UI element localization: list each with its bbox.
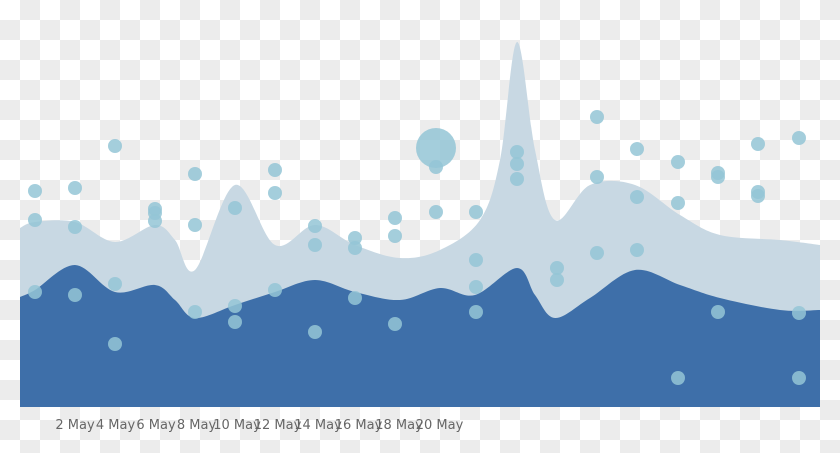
data-point	[68, 220, 82, 234]
x-tick-label: 14 May	[294, 418, 342, 433]
data-point	[671, 371, 685, 385]
data-point	[751, 137, 765, 151]
data-point	[228, 201, 242, 215]
x-tick-label: 10 May	[213, 418, 261, 433]
large-data-point	[416, 128, 456, 168]
data-point	[590, 110, 604, 124]
data-point	[308, 238, 322, 252]
data-point	[792, 371, 806, 385]
data-point	[671, 155, 685, 169]
data-point	[388, 229, 402, 243]
data-point	[792, 131, 806, 145]
data-point	[108, 337, 122, 351]
data-point	[268, 283, 282, 297]
data-point	[388, 317, 402, 331]
x-tick-label: 2 May	[55, 418, 95, 433]
data-point	[711, 170, 725, 184]
data-point	[68, 181, 82, 195]
data-point	[630, 190, 644, 204]
data-point	[308, 219, 322, 233]
data-point	[188, 218, 202, 232]
data-point	[510, 157, 524, 171]
data-point	[510, 172, 524, 186]
data-point	[630, 243, 644, 257]
x-tick-label: 8 May	[176, 418, 217, 433]
data-point	[550, 273, 564, 287]
data-point	[348, 241, 362, 255]
data-point	[751, 189, 765, 203]
data-point	[148, 214, 162, 228]
data-point	[469, 205, 483, 219]
data-point	[188, 305, 202, 319]
x-tick-label: 20 May	[415, 418, 464, 433]
data-point	[268, 186, 282, 200]
lower-area	[20, 264, 820, 407]
data-point	[590, 170, 604, 184]
scatter-points	[28, 110, 806, 385]
data-point	[510, 145, 524, 159]
data-point	[348, 231, 362, 245]
data-point	[469, 280, 483, 294]
data-point	[550, 261, 564, 275]
x-tick-label: 6 May	[136, 418, 176, 433]
data-point	[188, 167, 202, 181]
data-point	[671, 196, 685, 210]
data-point	[469, 305, 483, 319]
data-point	[711, 305, 725, 319]
x-tick-label: 4 May	[95, 418, 136, 433]
x-tick-label: 18 May	[375, 418, 423, 433]
data-point	[348, 291, 362, 305]
data-point	[429, 205, 443, 219]
data-point	[28, 184, 42, 198]
data-point	[228, 299, 242, 313]
data-point	[792, 306, 806, 320]
data-point	[308, 325, 322, 339]
data-point	[388, 211, 402, 225]
x-tick-label: 12 May	[253, 418, 302, 433]
data-point	[630, 142, 644, 156]
data-point	[268, 163, 282, 177]
data-point	[590, 246, 604, 260]
data-point	[28, 285, 42, 299]
data-point	[68, 288, 82, 302]
x-tick-label: 16 May	[334, 418, 383, 433]
data-point	[228, 315, 242, 329]
data-point	[108, 139, 122, 153]
data-point	[28, 213, 42, 227]
data-point	[108, 277, 122, 291]
data-point	[469, 253, 483, 267]
